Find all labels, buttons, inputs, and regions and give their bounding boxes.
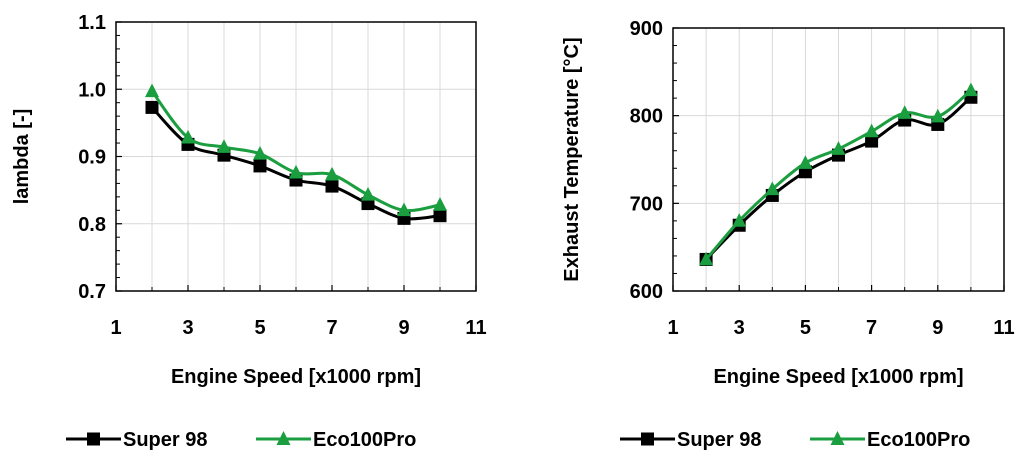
legend-item: Super 98 xyxy=(66,429,207,451)
data-point-square xyxy=(145,100,159,114)
x-tick-label: 5 xyxy=(254,317,265,339)
y-tick-label: 1.0 xyxy=(78,79,106,101)
data-point-triangle xyxy=(963,82,978,97)
x-tick-label: 11 xyxy=(465,317,486,339)
x-tick-label: 7 xyxy=(326,317,337,339)
x-tick-label: 11 xyxy=(993,317,1014,339)
data-point-triangle xyxy=(145,83,159,98)
data-point-triangle xyxy=(699,251,714,266)
x-tick-label: 7 xyxy=(866,317,877,339)
x-tick-label: 9 xyxy=(398,317,409,339)
legend-label: Eco100Pro xyxy=(867,429,970,451)
data-point-triangle xyxy=(732,213,747,227)
x-axis-label: Engine Speed [x1000 rpm] xyxy=(171,366,421,388)
chart-panel-1: 1 3 5 7 9 11 0.7 0.8 0.9 1.0 1.1 Engine Speed [x100… xyxy=(11,12,487,451)
x-tick-label: 3 xyxy=(734,317,745,339)
data-point-triangle xyxy=(433,197,447,211)
y-tick-label: 0.7 xyxy=(78,281,106,303)
legend-item: Super 98 xyxy=(620,429,761,451)
data-point-square xyxy=(325,179,339,193)
y-tick-label: 0.9 xyxy=(78,147,106,169)
data-point-square xyxy=(433,209,447,223)
data-point-triangle xyxy=(325,166,339,181)
legend-marker-triangle xyxy=(276,431,291,445)
y-axis-label: lambda [-] xyxy=(11,109,33,205)
legend-label: Eco100Pro xyxy=(313,429,416,451)
data-point-triangle xyxy=(930,108,945,123)
data-point-square xyxy=(253,159,267,173)
y-tick-label: 700 xyxy=(630,193,663,215)
data-point-triangle xyxy=(397,202,411,217)
y-tick-label: 800 xyxy=(630,106,663,128)
chart-panel-2: 1 3 5 7 9 11 600 700 800 900 Engine Speed [x1000 r… xyxy=(561,18,1015,451)
y-tick-label: 900 xyxy=(630,18,663,40)
y-tick-label: 1.1 xyxy=(78,12,106,34)
legend-marker-square xyxy=(641,432,654,446)
x-axis-label: Engine Speed [x1000 rpm] xyxy=(713,366,963,388)
x-tick-label: 9 xyxy=(932,317,943,339)
legend-marker-square xyxy=(87,432,100,446)
data-point-triangle xyxy=(897,105,912,119)
legend-label: Super 98 xyxy=(123,429,207,451)
x-tick-label: 3 xyxy=(182,317,193,339)
data-point-triangle xyxy=(289,164,303,179)
legend-label: Super 98 xyxy=(677,429,761,451)
y-tick-label: 0.8 xyxy=(78,214,106,236)
data-point-triangle xyxy=(361,187,375,201)
legend: Super 98 Eco100Pro xyxy=(66,429,416,451)
data-point-triangle xyxy=(765,181,780,196)
data-point-triangle xyxy=(181,129,195,144)
data-point-triangle xyxy=(253,146,267,160)
legend-item: Eco100Pro xyxy=(256,429,416,451)
legend-marker-triangle xyxy=(830,431,845,445)
legend: Super 98 Eco100Pro xyxy=(620,429,970,451)
legend-item: Eco100Pro xyxy=(810,429,970,451)
data-point-square xyxy=(865,134,879,148)
data-point-triangle xyxy=(798,155,813,169)
data-point-triangle xyxy=(217,139,231,153)
y-tick-label: 600 xyxy=(630,281,663,303)
x-tick-label: 5 xyxy=(800,317,811,339)
x-tick-label: 1 xyxy=(110,317,121,339)
data-point-triangle xyxy=(864,123,879,138)
x-tick-label: 1 xyxy=(667,317,678,339)
data-point-triangle xyxy=(831,141,846,155)
y-axis-label: Exhaust Temperature [°C] xyxy=(561,37,583,281)
